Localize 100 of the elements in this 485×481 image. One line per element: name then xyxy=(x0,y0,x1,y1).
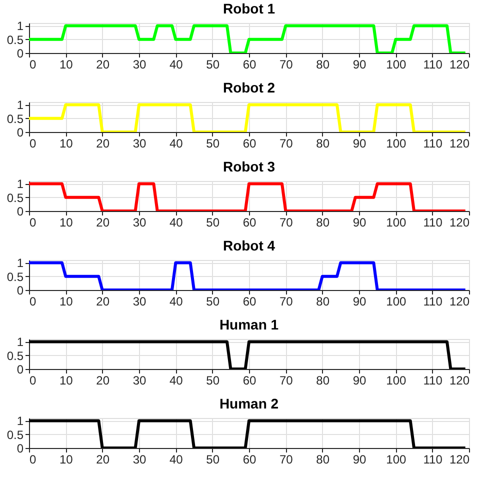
x-tick-label: 90 xyxy=(352,58,366,72)
y-tick-label: 0.5 xyxy=(6,428,24,442)
y-tick-label: 1 xyxy=(16,256,24,270)
x-tick-label: 120 xyxy=(449,58,470,72)
x-tick-label: 120 xyxy=(449,374,470,388)
y-tick-label: 0.5 xyxy=(6,112,24,126)
x-tick-label: 90 xyxy=(352,136,366,150)
x-tick-label: 10 xyxy=(59,58,74,72)
x-tick-label: 50 xyxy=(206,294,220,308)
x-tick-label: 70 xyxy=(279,58,294,72)
x-tick-label: 110 xyxy=(423,374,443,388)
x-tick-label: 30 xyxy=(132,216,146,230)
x-tick-label: 110 xyxy=(423,136,443,150)
x-tick-label: 80 xyxy=(316,374,330,388)
x-tick-label: 50 xyxy=(206,58,220,72)
chart-title: Robot 2 xyxy=(222,80,276,96)
x-tick-label: 120 xyxy=(449,216,470,230)
x-tick-label: 100 xyxy=(386,58,406,72)
x-tick-label: 50 xyxy=(206,216,220,230)
x-tick-label: 60 xyxy=(242,216,256,230)
x-tick-label: 50 xyxy=(206,374,220,388)
y-tick-label: 0 xyxy=(16,362,24,376)
x-tick-label: 70 xyxy=(279,136,294,150)
x-tick-label: 60 xyxy=(242,136,256,150)
x-tick-label: 30 xyxy=(132,294,146,308)
x-tick-label: 110 xyxy=(423,58,443,72)
x-tick-label: 70 xyxy=(279,216,294,230)
x-tick-label: 80 xyxy=(316,216,330,230)
x-tick-label: 20 xyxy=(96,136,110,150)
x-tick-label: 20 xyxy=(96,452,110,466)
x-tick-label: 70 xyxy=(279,452,294,466)
chart-title: Robot 4 xyxy=(222,238,276,254)
y-tick-label: 1 xyxy=(16,177,24,192)
y-tick-label: 0 xyxy=(16,46,24,60)
x-tick-label: 20 xyxy=(96,294,110,308)
y-tick-label: 1 xyxy=(16,19,24,34)
y-tick-label: 0.5 xyxy=(6,270,24,284)
x-tick-label: 60 xyxy=(242,294,256,308)
chart-title: Robot 1 xyxy=(222,0,276,17)
y-tick-label: 0.5 xyxy=(6,32,24,47)
x-tick-label: 110 xyxy=(423,216,443,230)
x-tick-label: 40 xyxy=(169,452,184,466)
x-tick-label: 20 xyxy=(96,216,110,230)
x-tick-label: 10 xyxy=(59,216,74,230)
y-tick-label: 1 xyxy=(16,335,24,350)
x-tick-label: 100 xyxy=(386,452,406,466)
x-tick-label: 90 xyxy=(352,294,366,308)
y-tick-label: 0.5 xyxy=(6,190,24,205)
x-tick-label: 120 xyxy=(449,452,470,466)
y-tick-label: 0 xyxy=(16,442,24,456)
x-tick-label: 80 xyxy=(316,452,330,466)
x-tick-label: 80 xyxy=(316,294,330,308)
x-tick-label: 60 xyxy=(242,58,256,72)
x-tick-label: 80 xyxy=(316,58,330,72)
x-tick-label: 30 xyxy=(132,452,146,466)
x-tick-label: 40 xyxy=(169,374,184,388)
x-tick-label: 30 xyxy=(132,58,146,72)
x-tick-label: 0 xyxy=(30,216,36,230)
chart-title: Robot 3 xyxy=(222,158,276,175)
x-tick-label: 70 xyxy=(279,374,294,388)
chart-title: Human 1 xyxy=(219,316,279,333)
x-tick-label: 70 xyxy=(279,294,294,308)
x-tick-label: 80 xyxy=(316,136,330,150)
x-tick-label: 0 xyxy=(30,58,36,72)
x-tick-label: 100 xyxy=(386,136,406,150)
x-tick-label: 100 xyxy=(386,294,406,308)
x-tick-label: 100 xyxy=(386,374,406,388)
x-tick-label: 120 xyxy=(449,294,470,308)
x-tick-label: 50 xyxy=(206,452,220,466)
x-tick-label: 110 xyxy=(423,294,443,308)
x-tick-label: 60 xyxy=(242,374,256,388)
x-tick-label: 0 xyxy=(30,452,36,466)
x-tick-label: 10 xyxy=(59,452,74,466)
chart-title: Human 2 xyxy=(219,396,279,412)
x-tick-label: 0 xyxy=(30,136,36,150)
x-tick-label: 90 xyxy=(352,374,366,388)
x-tick-label: 110 xyxy=(423,452,443,466)
x-tick-label: 90 xyxy=(352,216,366,230)
x-tick-label: 40 xyxy=(169,136,184,150)
y-tick-label: 0 xyxy=(16,126,24,140)
x-tick-label: 60 xyxy=(242,452,256,466)
x-tick-label: 30 xyxy=(132,374,146,388)
x-tick-label: 100 xyxy=(386,216,406,230)
x-tick-label: 20 xyxy=(96,58,110,72)
x-tick-label: 20 xyxy=(96,374,110,388)
x-tick-label: 0 xyxy=(30,374,36,388)
x-tick-label: 0 xyxy=(30,294,36,308)
x-tick-label: 10 xyxy=(59,374,74,388)
y-tick-label: 1 xyxy=(16,98,24,112)
y-tick-label: 0 xyxy=(16,284,24,298)
y-tick-label: 0.5 xyxy=(6,348,24,363)
x-tick-label: 10 xyxy=(59,294,74,308)
x-tick-label: 120 xyxy=(449,136,470,150)
x-tick-label: 90 xyxy=(352,452,366,466)
x-tick-label: 50 xyxy=(206,136,220,150)
x-tick-label: 10 xyxy=(59,136,74,150)
y-tick-label: 0 xyxy=(16,204,24,218)
x-tick-label: 40 xyxy=(169,58,184,72)
x-tick-label: 40 xyxy=(169,216,184,230)
x-tick-label: 30 xyxy=(132,136,146,150)
